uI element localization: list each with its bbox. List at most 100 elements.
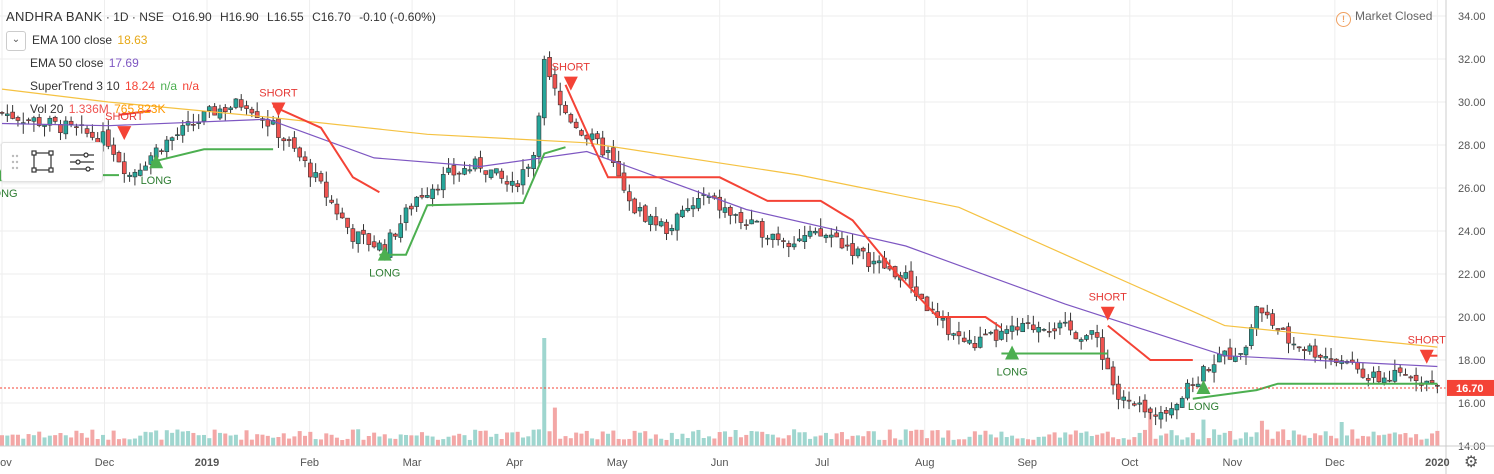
volume-bar (611, 430, 616, 446)
candle-body (504, 181, 510, 185)
candle-body (834, 232, 839, 238)
candle-body (1179, 397, 1185, 408)
volume-bar (303, 435, 308, 446)
volume-bar (116, 439, 121, 446)
candle-body (876, 260, 882, 264)
volume-bar (478, 430, 483, 446)
volume-bar (988, 434, 993, 446)
candle-body (844, 244, 850, 247)
volume-bar (685, 437, 690, 446)
candle-body (749, 219, 754, 225)
candle-body (1201, 366, 1206, 382)
candle-body (446, 167, 451, 173)
candle-body (36, 117, 42, 126)
candle-body (1046, 331, 1052, 333)
candle-body (664, 221, 669, 234)
volume-bar (1142, 429, 1147, 446)
long-label: LONG (1188, 401, 1219, 413)
candle-body (196, 122, 201, 124)
candle-body (1249, 327, 1254, 346)
candle-body (786, 243, 792, 248)
candle-body (281, 138, 287, 142)
candle-body (611, 147, 616, 164)
volume-bar (579, 433, 584, 446)
volume-bar (701, 438, 706, 446)
long-arrow (1005, 345, 1020, 360)
volume-bar (754, 431, 759, 446)
volume-bar (1095, 434, 1100, 446)
volume-bar (786, 435, 791, 446)
price-tick-label: 20.00 (1458, 312, 1486, 324)
drawing-toolbar[interactable] (1, 142, 103, 182)
candle-body (1110, 366, 1116, 386)
ema50-row[interactable]: EMA 50 close 17.69 (30, 52, 436, 75)
candle-body (961, 337, 967, 342)
candle-body (467, 169, 473, 172)
volume-bar (664, 439, 669, 446)
supertrend-row[interactable]: SuperTrend 3 10 18.24 n/a n/a (30, 75, 436, 98)
volume-bar (404, 434, 409, 446)
rectangle-tool-icon[interactable] (31, 150, 54, 173)
volume-bar (329, 434, 334, 446)
supertrend-line (379, 146, 566, 256)
volume-bar (37, 431, 42, 446)
candle-body (483, 170, 489, 175)
candle-body (371, 241, 377, 248)
drag-handle-icon[interactable] (11, 154, 19, 170)
candle-body (100, 131, 106, 146)
volume-bar (552, 407, 557, 446)
time-tick-label: Dec (95, 457, 115, 469)
volume-bar (143, 431, 148, 446)
candle-body (0, 112, 5, 114)
volume-bar (1323, 431, 1328, 446)
candle-body (201, 111, 207, 122)
volume-bar (451, 435, 456, 446)
candle-body (510, 180, 515, 186)
ema100-value: 18.63 (117, 33, 148, 47)
volume-bar (627, 438, 632, 446)
volume-bar (818, 435, 823, 446)
volume-bar (1376, 435, 1381, 446)
volume-bar (419, 432, 424, 446)
volume-bar (1084, 431, 1089, 446)
candle-body (10, 111, 15, 119)
ohlc-change: -0.10 (-0.60%) (359, 10, 436, 24)
time-scale[interactable]: Nov Dec 2019 Feb Mar Apr May Jun Jul Aug Sep Oct Nov… (0, 445, 1494, 469)
volume-bar (308, 431, 313, 446)
volume-bar (489, 436, 494, 446)
volume-bar (132, 438, 137, 446)
candle-body (999, 330, 1004, 340)
symbol-row[interactable]: ANDHRA BANK · 1D · NSE O16.90 H16.90 L16… (6, 6, 436, 29)
price-scale[interactable]: 34.00 32.00 30.00 28.00 26.00 24.00 22.00 20.00… (1445, 0, 1494, 474)
candle-body (47, 117, 53, 126)
horizontal-lines-icon[interactable] (70, 152, 94, 172)
volume-bar (26, 434, 31, 446)
volume-bar (1010, 435, 1015, 446)
candle-body (339, 212, 345, 219)
candle-body (456, 172, 462, 175)
candle-body (1435, 384, 1440, 387)
short-arrow (1100, 306, 1115, 321)
volume-bar (887, 429, 892, 446)
volume-bar (388, 438, 393, 446)
candle-body (1397, 367, 1403, 373)
volume-bar (505, 432, 510, 446)
volume-bar (1190, 432, 1195, 446)
chevron-down-icon[interactable]: ⌄ (6, 30, 26, 51)
candle-body (393, 233, 398, 237)
volume-bar (1222, 432, 1227, 446)
gear-icon[interactable]: ⚙ (1464, 454, 1479, 471)
candle-body (329, 199, 334, 203)
volume-bar (871, 431, 876, 446)
ema100-row[interactable]: ⌄ EMA 100 close 18.63 (6, 29, 436, 52)
candle-body (1174, 404, 1180, 411)
candle-body (770, 233, 776, 240)
candle-body (802, 235, 808, 242)
volume-bar (951, 439, 956, 446)
volume-row[interactable]: Vol 20 1.336M 765.823K (30, 98, 436, 121)
volume-bar (1116, 439, 1121, 446)
candle-body (1057, 322, 1063, 329)
candle-body (451, 165, 457, 176)
volume-bar (1360, 435, 1365, 446)
